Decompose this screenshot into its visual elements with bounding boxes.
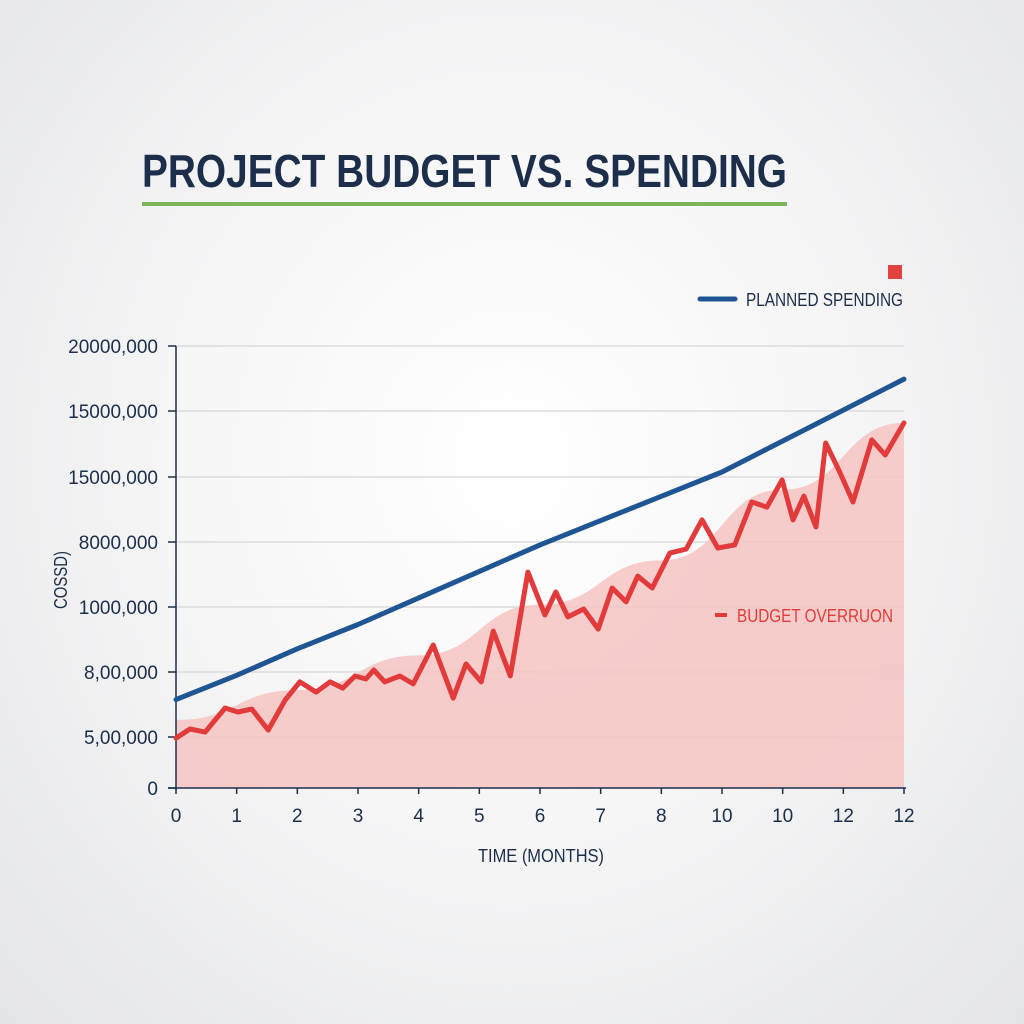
x-tick-label: 10: [711, 806, 732, 827]
x-tick-label: 5: [474, 806, 485, 827]
y-tick-label: 5,00,000: [84, 728, 158, 749]
y-tick-label: 0: [147, 779, 158, 800]
y-axis-ticks: 0 5,00,000 8,00,000 1000,000 8000,000 15000,0…: [68, 337, 176, 800]
x-tick-label: 8: [656, 806, 667, 827]
y-tick-label: 15000,000: [68, 402, 158, 423]
legend-planned-label: PLANNED SPENDING: [746, 290, 903, 310]
legend-red-marker: [888, 265, 902, 279]
y-tick-label: 8,00,000: [84, 663, 158, 684]
x-tick-label: 12: [833, 806, 854, 827]
x-tick-label: 4: [413, 806, 424, 827]
planned-spending-line: [173, 376, 907, 703]
x-tick-label: 7: [595, 806, 606, 827]
y-tick-label: 15000,000: [68, 468, 158, 489]
x-tick-label: 10: [772, 806, 793, 827]
x-tick-label: 2: [292, 806, 303, 827]
x-tick-label: 12: [893, 806, 914, 827]
y-tick-label: 8000,000: [79, 533, 158, 554]
actual-spending-line: [173, 420, 907, 741]
legend: PLANNED SPENDING BUDGET OVERRUON: [697, 265, 903, 626]
x-tick-label: 1: [231, 806, 242, 827]
chart-title: PROJECT BUDGET VS. SPENDING: [142, 145, 787, 197]
x-axis-ticks: 0 1 2 3 4 5 6 7 8 10 10 12 12: [171, 788, 915, 827]
y-axis-label: COSSD): [51, 551, 71, 609]
x-tick-label: 6: [535, 806, 546, 827]
y-tick-label: 1000,000: [79, 598, 158, 619]
title-underline: [142, 202, 787, 206]
y-tick-label: 20000,000: [68, 337, 158, 358]
x-tick-label: 0: [171, 806, 182, 827]
x-tick-label: 3: [353, 806, 364, 827]
x-axis-label: TIME (MONTHS): [478, 846, 604, 866]
legend-overrun-label: BUDGET OVERRUON: [737, 606, 893, 626]
